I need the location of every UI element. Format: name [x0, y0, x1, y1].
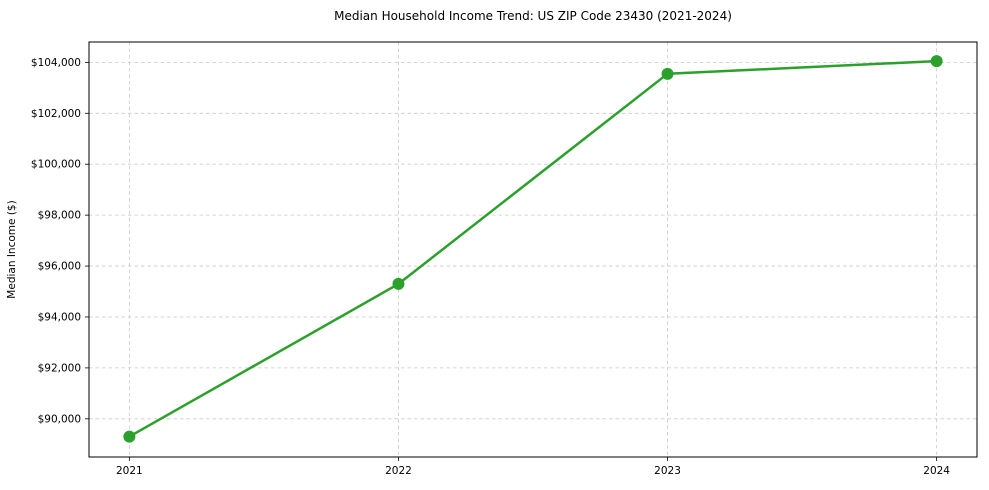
- plot-border: [88, 41, 978, 458]
- x-tick-label: 2022: [385, 465, 412, 477]
- y-tick-label: $94,000: [38, 311, 81, 323]
- y-tick-label: $96,000: [38, 261, 81, 273]
- x-tick-label: 2024: [923, 465, 950, 477]
- y-tick-label: $100,000: [31, 159, 81, 171]
- y-tick-label: $102,000: [31, 108, 81, 120]
- chart-title: Median Household Income Trend: US ZIP Co…: [334, 9, 732, 23]
- x-tick-label: 2023: [654, 465, 681, 477]
- x-tick-label: 2021: [116, 465, 143, 477]
- y-tick-label: $104,000: [31, 57, 81, 69]
- data-point-2022: [392, 277, 405, 290]
- data-point-2023: [661, 67, 674, 80]
- data-point-2024: [930, 55, 943, 68]
- y-tick-label: $92,000: [38, 362, 81, 374]
- data-point-2021: [123, 430, 136, 443]
- trend-line: [128, 59, 938, 438]
- y-tick-label: $98,000: [38, 210, 81, 222]
- y-tick-label: $90,000: [38, 413, 81, 425]
- y-axis-label: Median Income ($): [6, 200, 18, 298]
